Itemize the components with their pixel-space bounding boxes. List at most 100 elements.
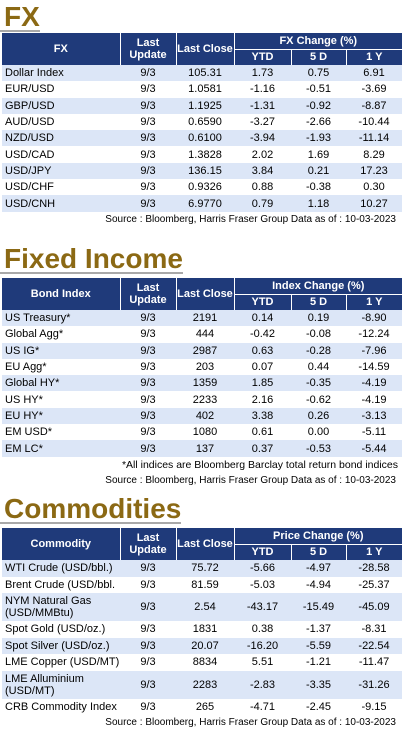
row-last-close: 2987 xyxy=(176,342,234,359)
row-5d: -0.62 xyxy=(291,391,346,408)
row-name: EM LC* xyxy=(2,440,120,457)
row-5d: -0.51 xyxy=(291,81,346,98)
row-5d: -4.97 xyxy=(291,560,346,577)
fi-header-ytd: YTD xyxy=(233,294,291,310)
commodities-source: Source : Bloomberg, Harris Fraser Group … xyxy=(105,717,396,728)
row-last-close: 203 xyxy=(176,358,234,376)
row-last-close: 402 xyxy=(176,407,234,425)
table-row: US Treasury* 9/3 2191 0.14 0.19 -8.90 xyxy=(2,310,403,327)
row-last-close: 1.0581 xyxy=(176,81,234,98)
row-name: Global HY* xyxy=(2,375,120,392)
row-name: US HY* xyxy=(2,391,120,408)
row-1y: -25.37 xyxy=(346,576,403,593)
table-row: Global HY* 9/3 1359 1.85 -0.35 -4.19 xyxy=(2,375,403,392)
table-row: USD/CAD 9/3 1.3828 2.02 1.69 8.29 xyxy=(2,146,403,163)
row-last-close: 265 xyxy=(176,698,234,715)
fixed-income-table: Bond Index Last Update Last Close Index … xyxy=(2,278,403,457)
row-5d: 0.19 xyxy=(291,310,346,327)
row-last-update: 9/3 xyxy=(120,375,176,392)
table-row: GBP/USD 9/3 1.1925 -1.31 -0.92 -8.87 xyxy=(2,97,403,114)
row-1y: -28.58 xyxy=(346,560,403,577)
fixed-income-rows: US Treasury* 9/3 2191 0.14 0.19 -8.90 Global A… xyxy=(2,310,403,457)
fx-header-5d: 5 D xyxy=(290,49,346,65)
row-last-close: 1.1925 xyxy=(176,97,234,114)
row-1y: 6.91 xyxy=(346,65,403,82)
table-row: USD/CNH 9/3 6.9770 0.79 1.18 10.27 xyxy=(2,195,403,212)
row-last-close: 8834 xyxy=(176,654,234,671)
row-last-close: 2233 xyxy=(176,391,234,408)
fixed-income-note: *All indices are Bloomberg Barclay total… xyxy=(121,458,398,471)
row-ytd: 0.61 xyxy=(234,424,291,441)
row-1y: -7.96 xyxy=(346,342,403,359)
row-name: CRB Commodity Index xyxy=(2,698,120,715)
row-last-close: 2283 xyxy=(176,670,234,699)
fx-source: Source : Bloomberg, Harris Fraser Group … xyxy=(105,213,396,225)
fx-header-last-close: Last Close xyxy=(175,33,234,65)
row-1y: -3.69 xyxy=(346,81,403,98)
row-1y: 10.27 xyxy=(346,195,403,212)
row-5d: -15.49 xyxy=(291,593,346,621)
table-row: Brent Crude (USD/bbl. 9/3 81.59 -5.03 -4.94-… xyxy=(2,576,403,593)
row-last-update: 9/3 xyxy=(120,637,176,654)
row-1y: -11.47 xyxy=(346,654,403,671)
row-last-close: 0.6100 xyxy=(176,130,234,147)
row-last-close: 105.31 xyxy=(176,65,234,82)
table-row: US IG* 9/3 2987 0.63 -0.28 -7.96 xyxy=(2,342,403,359)
row-1y: -8.87 xyxy=(346,97,403,114)
row-ytd: -0.42 xyxy=(234,326,291,343)
row-last-update: 9/3 xyxy=(120,113,176,131)
row-name: LME Alluminium (USD/MT) xyxy=(2,670,120,699)
row-1y: -4.19 xyxy=(346,375,403,392)
row-name: Brent Crude (USD/bbl. xyxy=(2,576,120,593)
row-name: USD/CHF xyxy=(2,179,120,196)
row-5d: -4.94 xyxy=(291,576,346,593)
cmd-header-last-close: Last Close xyxy=(175,528,234,560)
fixed-income-source: Source : Bloomberg, Harris Fraser Group … xyxy=(105,474,396,486)
row-ytd: 0.38 xyxy=(234,621,291,638)
row-5d: 1.18 xyxy=(291,195,346,212)
row-ytd: 2.16 xyxy=(234,391,291,408)
row-name: Global Agg* xyxy=(2,326,120,343)
row-5d: 0.44 xyxy=(291,358,346,376)
table-row: NYM Natural Gas (USD/MMBtu) 9/3 2.54 -43.17… xyxy=(2,593,403,621)
row-name: LME Copper (USD/MT) xyxy=(2,654,120,671)
row-ytd: 0.07 xyxy=(234,358,291,376)
row-1y: -9.15 xyxy=(346,698,403,715)
row-last-update: 9/3 xyxy=(120,440,176,457)
row-1y: -10.44 xyxy=(346,113,403,131)
table-row: WTI Crude (USD/bbl.) 9/3 75.72 -5.66 -4.97 -2… xyxy=(2,560,403,577)
row-ytd: -3.94 xyxy=(234,130,291,147)
row-ytd: 3.84 xyxy=(234,162,291,180)
row-ytd: 2.02 xyxy=(234,146,291,163)
table-row: Dollar Index 9/3 105.31 1.73 0.75 6.91 xyxy=(2,65,403,82)
row-1y: -5.44 xyxy=(346,440,403,457)
row-last-close: 0.6590 xyxy=(176,113,234,131)
table-row: US HY* 9/3 2233 2.16 -0.62 -4.19 xyxy=(2,391,403,408)
row-name: EU HY* xyxy=(2,407,120,425)
fx-header-name: FX xyxy=(2,33,120,65)
row-5d: 0.75 xyxy=(291,65,346,82)
cmd-header-1y: 1 Y xyxy=(345,544,403,560)
row-1y: -14.59 xyxy=(346,358,403,376)
table-row: Spot Silver (USD/oz.) 9/3 20.07 -16.20 -5.59… xyxy=(2,637,403,654)
fi-header-group: Index Change (%) xyxy=(233,278,403,295)
fi-header-1y: 1 Y xyxy=(345,294,403,310)
table-row: USD/JPY 9/3 136.15 3.84 0.21 17.23 xyxy=(2,162,403,180)
fx-section: FX FX Last Update Last Close FX Change (… xyxy=(0,2,404,228)
row-name: US Treasury* xyxy=(2,310,120,327)
row-last-update: 9/3 xyxy=(120,670,176,699)
row-ytd: -4.71 xyxy=(234,698,291,715)
row-ytd: -2.83 xyxy=(234,670,291,699)
row-last-update: 9/3 xyxy=(120,698,176,715)
row-5d: 0.21 xyxy=(291,162,346,180)
row-5d: -0.28 xyxy=(291,342,346,359)
row-5d: -2.66 xyxy=(291,113,346,131)
cmd-header-5d: 5 D xyxy=(290,544,346,560)
row-name: Spot Silver (USD/oz.) xyxy=(2,637,120,654)
cmd-header-last-update: Last Update xyxy=(119,528,176,560)
row-ytd: 0.14 xyxy=(234,310,291,327)
fx-header-group: FX Change (%) xyxy=(233,33,403,50)
row-name: EUR/USD xyxy=(2,81,120,98)
row-last-close: 2191 xyxy=(176,310,234,327)
row-name: US IG* xyxy=(2,342,120,359)
